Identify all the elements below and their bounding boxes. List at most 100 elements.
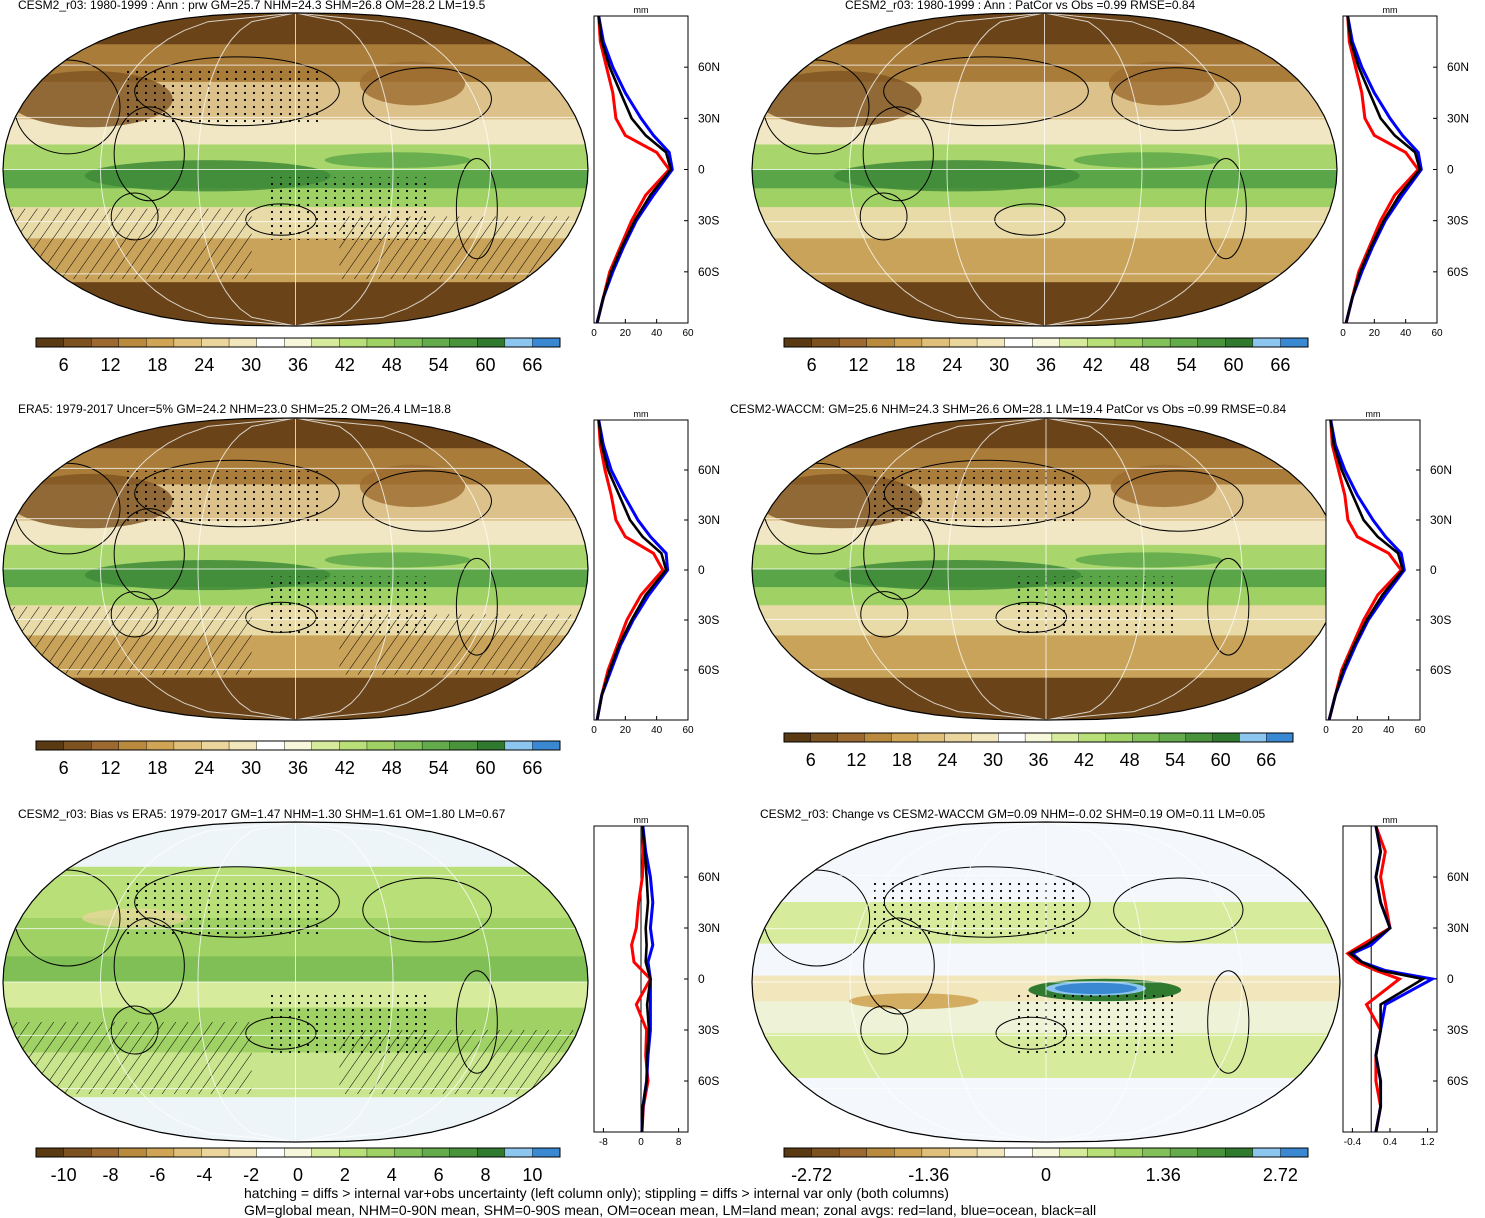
colorbar-swatch xyxy=(256,740,285,751)
colorbar-swatch xyxy=(173,337,202,348)
colorbar-swatch xyxy=(1212,732,1240,743)
y-tick-label: 30S xyxy=(1430,613,1451,627)
colorbar-swatch xyxy=(1158,732,1187,743)
colorbar-label: 36 xyxy=(288,758,308,778)
colorbar-swatch xyxy=(1266,732,1294,743)
graticule-meridian xyxy=(197,418,296,720)
colorbar-swatch xyxy=(228,1147,258,1158)
y-tick-label: 0 xyxy=(698,972,705,986)
colorbar-swatch xyxy=(1169,337,1199,348)
colorbar-swatch xyxy=(90,337,120,348)
colorbar-swatch xyxy=(284,740,313,751)
y-tick-label: 30N xyxy=(1430,513,1452,527)
continent-outline xyxy=(362,877,492,943)
x-tick-label: 0.4 xyxy=(1383,1137,1397,1148)
colorbar-label: 48 xyxy=(382,758,402,778)
colorbar-swatch xyxy=(63,1147,92,1158)
colorbar-label: 4 xyxy=(387,1165,397,1185)
colorbar-swatch xyxy=(421,740,451,751)
y-tick-label: 30S xyxy=(698,613,719,627)
colorbar-swatch xyxy=(1087,337,1116,348)
zonal-series-line xyxy=(595,15,672,324)
colorbar-label: 1.36 xyxy=(1146,1165,1181,1185)
colorbar-swatch xyxy=(1004,337,1033,348)
colorbar-label: 12 xyxy=(100,758,120,778)
zonal-series-line xyxy=(595,15,673,324)
graticule-meridian xyxy=(1045,418,1145,720)
zonal-series-line xyxy=(1347,825,1427,1133)
colorbar-swatch xyxy=(1197,1147,1226,1158)
map-border xyxy=(2,417,589,721)
colorbar-swatch xyxy=(339,740,368,751)
zonal-plot-3: mm 0 20 40 60 60N 30N 0 30S 60S xyxy=(591,409,720,736)
x-tick-label: 40 xyxy=(651,328,663,339)
stippling xyxy=(869,878,1076,934)
zonal-unit-label: mm xyxy=(1383,815,1398,825)
zonal-series-line xyxy=(640,825,652,1133)
colorbar-swatch xyxy=(311,740,340,751)
colorbar-swatch xyxy=(1114,337,1144,348)
colorbar-swatch xyxy=(783,732,812,743)
graticule-meridian xyxy=(99,418,296,720)
graticule-meridian xyxy=(849,822,1047,1142)
colorbar-border xyxy=(35,740,561,751)
colorbar-label: 12 xyxy=(100,355,120,375)
x-tick-label: 60 xyxy=(1431,328,1443,339)
zonal-plot-6: mm -0.4 0.4 1.2 60N 30N 0 30S 60S xyxy=(1342,815,1469,1148)
x-tick-label: 20 xyxy=(1369,328,1381,339)
y-tick-label: 0 xyxy=(698,163,705,177)
colorbar-4: 6 12 18 24 30 36 42 48 54 60 66 xyxy=(783,732,1294,770)
continent-outline xyxy=(994,203,1066,236)
y-tick-label: 60N xyxy=(698,463,720,477)
graticule-meridian xyxy=(848,13,1045,326)
colorbar-label: 6 xyxy=(59,355,69,375)
colorbar-swatch xyxy=(173,740,202,751)
colorbar-swatch xyxy=(201,740,230,751)
graticule-meridian xyxy=(1045,418,1243,720)
colorbar-border xyxy=(35,337,561,348)
stippling xyxy=(1016,990,1179,1054)
colorbar-label: 48 xyxy=(382,355,402,375)
colorbar-label: 6 xyxy=(807,355,817,375)
colorbar-swatch xyxy=(998,732,1026,743)
zonal-series-line xyxy=(595,15,674,324)
colorbar-swatch xyxy=(917,732,946,743)
graticule-meridian xyxy=(197,13,296,326)
colorbar-swatch xyxy=(532,740,561,751)
x-tick-label: 0 xyxy=(1340,328,1346,339)
y-tick-label: 30S xyxy=(1447,214,1468,228)
graticule-meridian xyxy=(295,13,492,326)
map-panel-4 xyxy=(752,418,1340,720)
colorbar-label: -6 xyxy=(149,1165,165,1185)
colorbar-border xyxy=(783,337,1309,348)
graticule-meridian xyxy=(295,822,394,1142)
colorbar-swatch xyxy=(1197,337,1226,348)
dry-region xyxy=(1108,61,1215,106)
y-tick-label: 30N xyxy=(1447,921,1469,935)
x-tick-label: 1.2 xyxy=(1421,1137,1435,1148)
colorbar-swatch xyxy=(477,1147,506,1158)
colorbar-swatch xyxy=(339,337,368,348)
dry-region xyxy=(359,61,466,106)
colorbar-swatch xyxy=(1105,732,1133,743)
colorbar-label: -8 xyxy=(102,1165,118,1185)
continent-outline xyxy=(1113,877,1244,943)
x-tick-label: 0 xyxy=(1323,725,1329,736)
colorbar-label: 42 xyxy=(1083,355,1103,375)
hatching xyxy=(339,216,574,280)
map-panel-6 xyxy=(752,822,1340,1142)
colorbar-label: 66 xyxy=(522,758,542,778)
colorbar-label: -1.36 xyxy=(908,1165,949,1185)
colorbar-swatch xyxy=(921,1147,950,1158)
graticule-meridian xyxy=(295,418,394,720)
colorbar-swatch xyxy=(1032,337,1061,348)
colorbar-swatch xyxy=(284,1147,313,1158)
colorbar-label: 60 xyxy=(1211,750,1231,770)
colorbar-label: 42 xyxy=(1074,750,1094,770)
colorbar-swatch xyxy=(63,337,92,348)
colorbar-swatch xyxy=(146,337,175,348)
zonal-series-line xyxy=(595,419,665,721)
y-tick-label: 60S xyxy=(1430,663,1451,677)
graticule-meridian xyxy=(99,13,296,326)
map-border xyxy=(751,417,1341,721)
